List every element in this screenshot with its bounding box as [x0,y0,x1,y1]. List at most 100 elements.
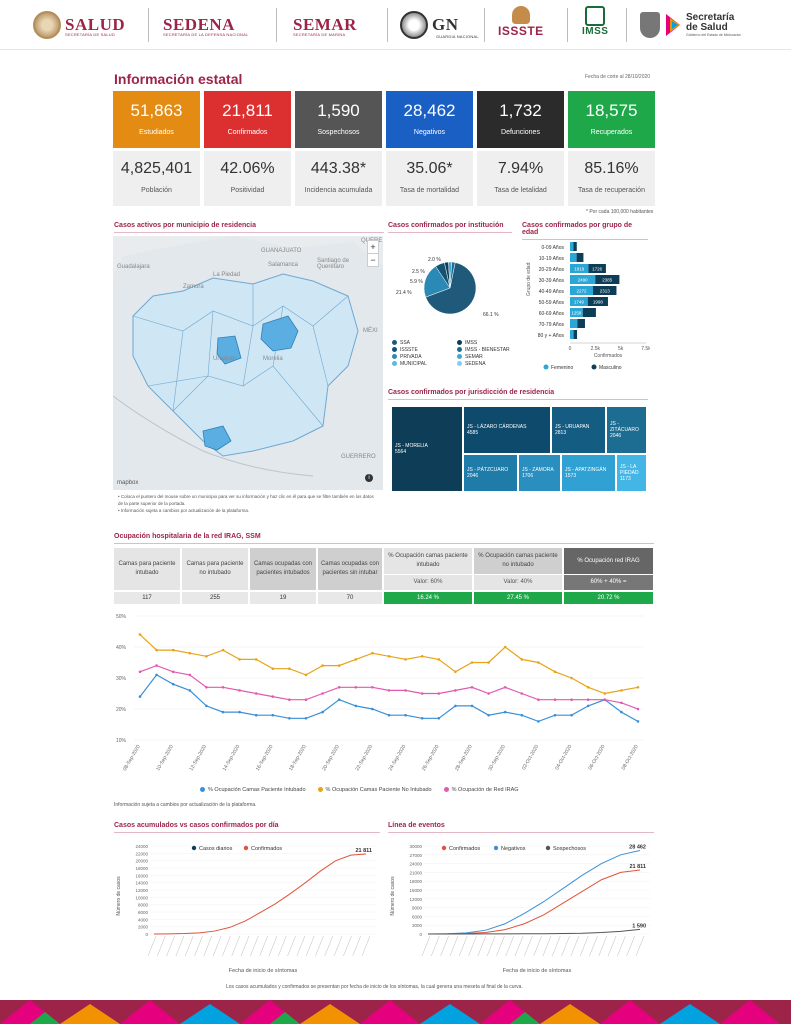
ocup-point[interactable] [155,673,158,677]
ocup-point[interactable] [387,689,391,692]
eventos-chart[interactable]: 3000027000240002100018000150001200090006… [388,836,658,978]
kpi-card[interactable]: 21,811 Confirmados [204,91,291,148]
ocup-point[interactable] [636,720,640,723]
zoom-out-button[interactable]: − [368,253,378,266]
ocup-legend-item[interactable]: % Ocupación de Red IRAG [443,787,519,793]
ocup-point[interactable] [288,698,291,701]
ocup-legend-item[interactable]: % Ocupación Camas Paciente No Intubado [317,787,432,793]
ocup-point[interactable] [454,689,457,692]
ocup-point[interactable] [420,692,424,695]
ocup-point[interactable] [520,713,524,717]
ocup-series-line[interactable] [139,664,639,710]
ocup-point[interactable] [155,664,158,667]
edad-bar-masculino[interactable] [573,242,577,251]
treemap-cell[interactable]: JS - URUAPAN 2813 [551,406,606,454]
kpi-card[interactable]: 1,590 Sospechosos [295,91,382,148]
ocup-point[interactable] [620,689,623,692]
jurisdiccion-treemap[interactable]: JS - MORELIA 5564 JS - LÁZARO CÁRDENAS 4585… [391,406,647,492]
ocup-point[interactable] [387,713,391,717]
ocup-point[interactable] [420,717,424,720]
municipio-map[interactable]: Guadalajara GUANAJUATO Santiago de Queré… [113,236,383,490]
ocup-point[interactable] [620,701,623,705]
edad-bar-masculino[interactable] [593,286,617,295]
ocup-point[interactable] [520,658,524,661]
legend-item[interactable]: IMSS - BIENESTAR [457,347,522,353]
ocup-point[interactable] [520,692,524,695]
ocup-point[interactable] [254,658,258,661]
ocup-point[interactable] [586,698,590,701]
issste-logo[interactable]: ISSSTE [498,6,544,40]
edad-bar-femenino[interactable] [570,297,588,306]
ocup-point[interactable] [603,692,607,695]
ocup-point[interactable] [205,686,208,689]
ocup-point[interactable] [304,717,308,720]
ocup-point[interactable] [188,651,192,655]
mapbox-attribution[interactable]: mapbox [117,480,139,486]
ocup-point[interactable] [271,695,275,698]
ocup-point[interactable] [437,658,441,661]
ocup-point[interactable] [603,698,607,701]
legend-item[interactable]: SEDENA [457,361,522,367]
treemap-cell[interactable]: JS - PÁTZCUARO 2046 [463,454,518,492]
ocup-point[interactable] [371,707,374,711]
edad-bar-masculino[interactable] [595,275,620,284]
ocup-point[interactable] [586,686,590,689]
ocup-point[interactable] [437,692,441,695]
ocup-point[interactable] [503,686,507,689]
zoom-in-button[interactable]: + [370,242,376,252]
ocup-point[interactable] [205,704,208,708]
chart-legend-label[interactable]: Negativos [501,846,526,852]
ocup-point[interactable] [454,704,457,708]
ocup-point[interactable] [371,686,374,689]
ocup-point[interactable] [404,658,407,661]
ocup-point[interactable] [387,655,391,658]
pie-slice[interactable] [449,261,456,289]
ocup-point[interactable] [404,713,407,717]
ocup-point[interactable] [470,686,474,689]
ocup-point[interactable] [271,667,275,670]
ocup-point[interactable] [586,704,590,708]
ocup-point[interactable] [553,713,557,717]
kpi-card[interactable]: 28,462 Negativos [386,91,473,148]
pie-slice[interactable] [423,265,451,298]
salud-logo[interactable]: SALUD SECRETARÍA DE SALUD [33,8,125,42]
ocup-point[interactable] [570,713,573,717]
chart-legend-label[interactable]: Sospechosos [553,846,586,852]
ocup-point[interactable] [288,717,291,720]
kpi-card[interactable]: 51,863 Estudiados [113,91,200,148]
ocup-point[interactable] [371,651,374,655]
ocup-point[interactable] [553,670,557,674]
treemap-cell[interactable]: JS - MORELIA 5564 [391,406,463,492]
ocup-point[interactable] [171,648,175,652]
ocup-series-line[interactable] [139,634,639,695]
treemap-cell[interactable]: JS - LA PIEDAD 1173 [616,454,647,492]
ocup-point[interactable] [188,689,192,692]
michoacan-logo[interactable]: Secretaría de Salud Gobierno del Estado … [640,8,742,42]
legend-item[interactable]: ISSSTE [392,347,457,353]
ocup-point[interactable] [221,686,225,689]
ocup-point[interactable] [205,655,208,658]
edad-bar-femenino[interactable] [570,308,583,317]
edad-bar-femenino[interactable] [570,319,578,328]
ocup-point[interactable] [321,692,324,695]
ocup-point[interactable] [553,698,557,701]
edad-bar-masculino[interactable] [587,297,608,306]
ocup-point[interactable] [570,676,573,680]
ocup-point[interactable] [304,673,308,677]
ocup-point[interactable] [337,664,341,667]
acumulados-chart[interactable]: 2400022000200001800016000140001200010000… [114,836,384,978]
edad-bar-femenino[interactable] [570,253,577,262]
edad-legend-masculino[interactable]: Masculino [599,365,622,371]
ocup-point[interactable] [337,686,341,689]
chart-legend-label[interactable]: Casos diarios [199,846,233,852]
treemap-cell[interactable]: JS - ZAMORA 1706 [518,454,561,492]
ocup-point[interactable] [470,704,474,708]
ocup-point[interactable] [171,670,175,674]
edad-bar-masculino[interactable] [573,330,578,339]
ocup-point[interactable] [537,698,540,701]
legend-item[interactable]: PRIVADA [392,354,457,360]
ocup-point[interactable] [138,695,142,698]
edad-bar-femenino[interactable] [570,286,594,295]
chart-series-line[interactable] [427,928,641,935]
edad-bar-masculino[interactable] [576,253,584,262]
